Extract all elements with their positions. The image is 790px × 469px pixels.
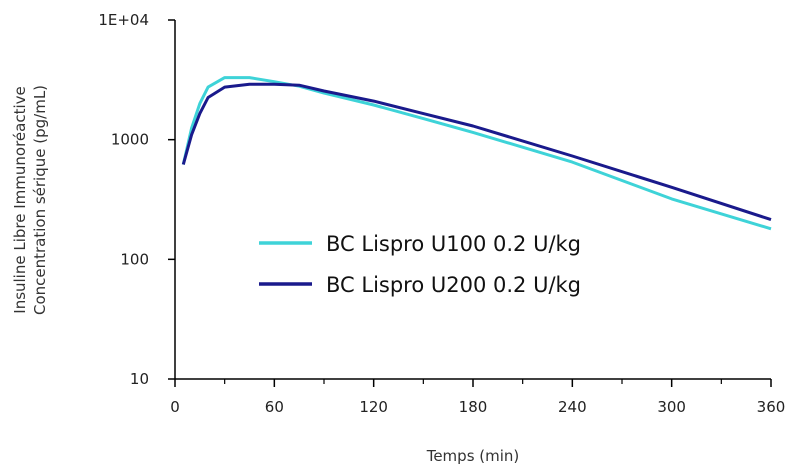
x-tick-label: 60: [265, 398, 284, 416]
y-axis-title-line-2: Concentration sérique (pg/mL): [31, 85, 49, 315]
x-tick-label: 0: [170, 398, 180, 416]
legend-label-2: BC Lispro U200 0.2 U/kg: [326, 273, 581, 297]
series-line-1: [181, 76, 772, 231]
y-tick-label: 100: [120, 250, 149, 268]
series-line-2: [181, 82, 772, 222]
axes: 10 100 1000 1E+04 0 60 120 180 240 300 360: [98, 11, 785, 416]
y-tick-label: 10: [130, 370, 149, 388]
y-tick-label: 1E+04: [98, 11, 149, 29]
y-axis-title-line-1: Insuline Libre Immunoréactive: [11, 86, 29, 313]
legend-label-1: BC Lispro U100 0.2 U/kg: [326, 232, 581, 256]
x-tick-label: 360: [757, 398, 786, 416]
y-tick-label: 1000: [111, 131, 149, 149]
x-axis-title: Temps (min): [426, 447, 520, 465]
x-tick-label: 180: [459, 398, 488, 416]
series-group: [181, 76, 772, 231]
legend: BC Lispro U100 0.2 U/kg BC Lispro U200 0.…: [259, 232, 581, 297]
x-tick-label: 120: [359, 398, 388, 416]
x-tick-label: 240: [558, 398, 587, 416]
x-tick-label: 300: [657, 398, 686, 416]
